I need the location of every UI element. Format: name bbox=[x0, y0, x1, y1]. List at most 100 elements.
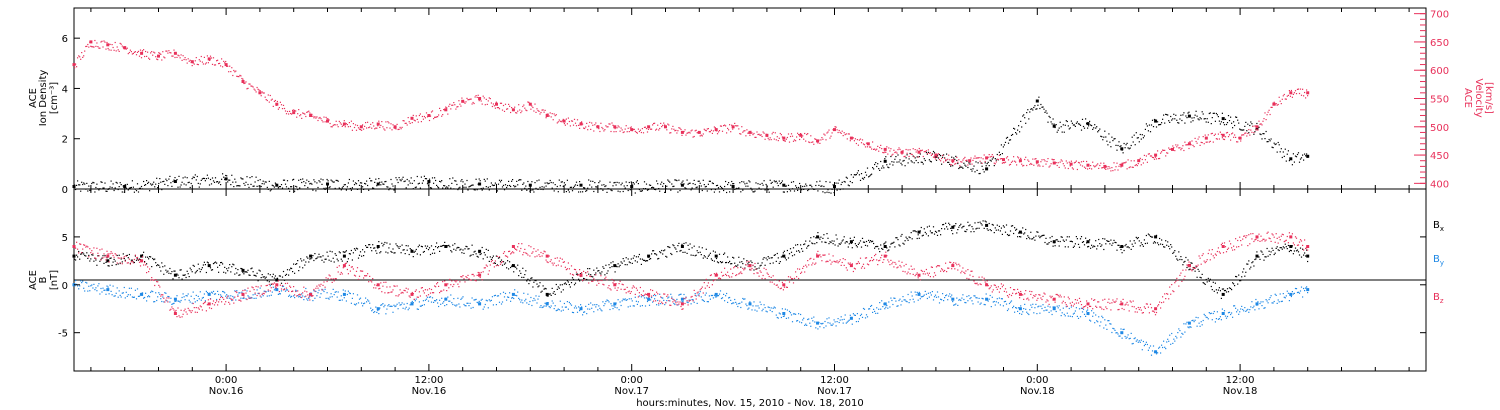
field-series-black-sample bbox=[334, 253, 336, 255]
field-series-black-sample bbox=[632, 257, 634, 259]
top-series-black-sample bbox=[518, 179, 520, 181]
top-series-pink-sample bbox=[914, 149, 916, 151]
field-series-black-sample bbox=[243, 273, 245, 275]
top-series-black-sample bbox=[920, 161, 922, 163]
top-series-pink-sample bbox=[611, 122, 613, 124]
field-series-black-sample bbox=[884, 242, 886, 244]
field-series-blue-sample bbox=[1088, 313, 1090, 316]
field-series-blue-sample bbox=[489, 300, 491, 302]
field-series-blue-sample bbox=[1060, 315, 1062, 317]
field-series-black-sample bbox=[1037, 231, 1039, 233]
top-series-pink-sample bbox=[1198, 136, 1200, 138]
field-series-black-sample bbox=[616, 266, 618, 268]
field-series-black-sample bbox=[225, 272, 227, 274]
field-series-blue-sample bbox=[1050, 310, 1052, 312]
field-series-black-sample bbox=[1306, 249, 1308, 251]
top-series-black-sample bbox=[879, 169, 881, 171]
top-series-pink-sample bbox=[133, 51, 135, 53]
field-series-black-sample bbox=[441, 245, 443, 247]
top-series-pink-sample bbox=[911, 153, 913, 156]
field-series-blue-sample bbox=[546, 302, 548, 304]
field-series-black-sample bbox=[961, 227, 963, 229]
top-series-black-sample bbox=[198, 186, 200, 188]
top-series-black-sample bbox=[510, 185, 512, 188]
top-series-black-sample bbox=[1093, 127, 1095, 129]
field-series-black-sample bbox=[903, 243, 905, 245]
top-series-black-point bbox=[478, 182, 482, 186]
field-series-blue-sample bbox=[113, 295, 115, 297]
field-series-black-sample bbox=[1283, 247, 1285, 249]
top-series-pink-sample bbox=[1261, 124, 1263, 126]
top-series-pink-sample bbox=[930, 154, 932, 156]
top-series-black-sample bbox=[1138, 141, 1140, 143]
field-series-blue-sample bbox=[373, 311, 375, 314]
field-series-black-sample bbox=[354, 249, 357, 251]
top-series-black-sample bbox=[793, 190, 796, 192]
top-series-black-sample bbox=[91, 182, 93, 185]
field-series-blue-sample bbox=[267, 290, 269, 292]
field-series-black-sample bbox=[1150, 236, 1153, 238]
field-series-black-sample bbox=[1284, 243, 1286, 245]
field-series-black-sample bbox=[456, 247, 458, 249]
field-series-black-sample bbox=[564, 282, 566, 284]
field-series-black-sample bbox=[848, 243, 850, 245]
top-series-pink-sample bbox=[1132, 166, 1134, 168]
top-series-pink-sample bbox=[648, 127, 651, 129]
field-series-black-sample bbox=[265, 276, 267, 278]
field-series-black-sample bbox=[153, 259, 155, 261]
field-series-blue-sample bbox=[439, 299, 441, 301]
top-series-black-sample bbox=[423, 175, 425, 177]
top-series-pink-sample bbox=[539, 113, 541, 115]
field-series-black-sample bbox=[805, 240, 807, 242]
top-series-pink-sample bbox=[1150, 155, 1153, 157]
top-series-pink-sample bbox=[1018, 157, 1020, 159]
field-series-black-sample bbox=[1149, 235, 1152, 237]
field-series-blue-sample bbox=[1115, 332, 1117, 334]
field-series-blue-sample bbox=[1124, 335, 1126, 338]
field-series-blue-sample bbox=[133, 296, 135, 298]
field-series-black-sample bbox=[1177, 259, 1179, 261]
top-series-black-sample bbox=[688, 182, 690, 184]
field-series-black-sample bbox=[1178, 251, 1180, 253]
field-series-blue-sample bbox=[389, 305, 391, 307]
field-series-black-sample bbox=[1070, 240, 1072, 242]
top-series-pink-sample bbox=[553, 113, 555, 115]
field-series-black-sample bbox=[786, 249, 788, 252]
field-series-black-sample bbox=[380, 251, 382, 253]
top-series-pink-sample bbox=[909, 149, 911, 151]
top-series-black-sample bbox=[152, 183, 154, 185]
top-series-black-sample bbox=[1016, 133, 1018, 135]
field-series-blue-sample bbox=[895, 300, 897, 302]
top-series-pink-sample bbox=[612, 124, 614, 126]
field-series-black-sample bbox=[128, 253, 130, 256]
top-series-pink-sample bbox=[472, 101, 474, 104]
field-series-black-sample bbox=[323, 261, 325, 263]
top-series-black-sample bbox=[541, 186, 543, 188]
top-series-pink-sample bbox=[140, 57, 143, 59]
field-series-black-sample bbox=[723, 253, 725, 255]
field-series-black-sample bbox=[293, 263, 295, 265]
field-series-black-sample bbox=[799, 251, 801, 253]
top-series-black-sample bbox=[1212, 112, 1214, 114]
field-series-black-sample bbox=[197, 263, 199, 265]
top-series-black-sample bbox=[381, 181, 383, 183]
field-series-blue-sample bbox=[949, 293, 951, 295]
field-series-blue-sample bbox=[532, 300, 534, 302]
field-series-black-sample bbox=[1187, 259, 1189, 261]
top-series-black-sample bbox=[148, 181, 150, 183]
field-series-black-sample bbox=[402, 249, 404, 251]
field-series-blue-sample bbox=[247, 295, 249, 297]
top-series-pink-sample bbox=[1278, 96, 1280, 98]
top-series-black-sample bbox=[957, 162, 959, 165]
top-series-black-sample bbox=[963, 162, 965, 164]
top-series-black-sample bbox=[650, 184, 652, 186]
field-series-black-sample bbox=[994, 227, 996, 229]
field-series-blue-sample bbox=[1029, 309, 1031, 311]
field-series-black-sample bbox=[1203, 282, 1205, 284]
field-series-black-sample bbox=[1080, 236, 1083, 238]
field-series-blue-sample bbox=[974, 295, 976, 297]
top-series-black-sample bbox=[1184, 122, 1186, 124]
field-series-blue-sample bbox=[648, 304, 651, 306]
field-series-black-point bbox=[342, 254, 346, 258]
field-series-blue-sample bbox=[485, 299, 487, 301]
